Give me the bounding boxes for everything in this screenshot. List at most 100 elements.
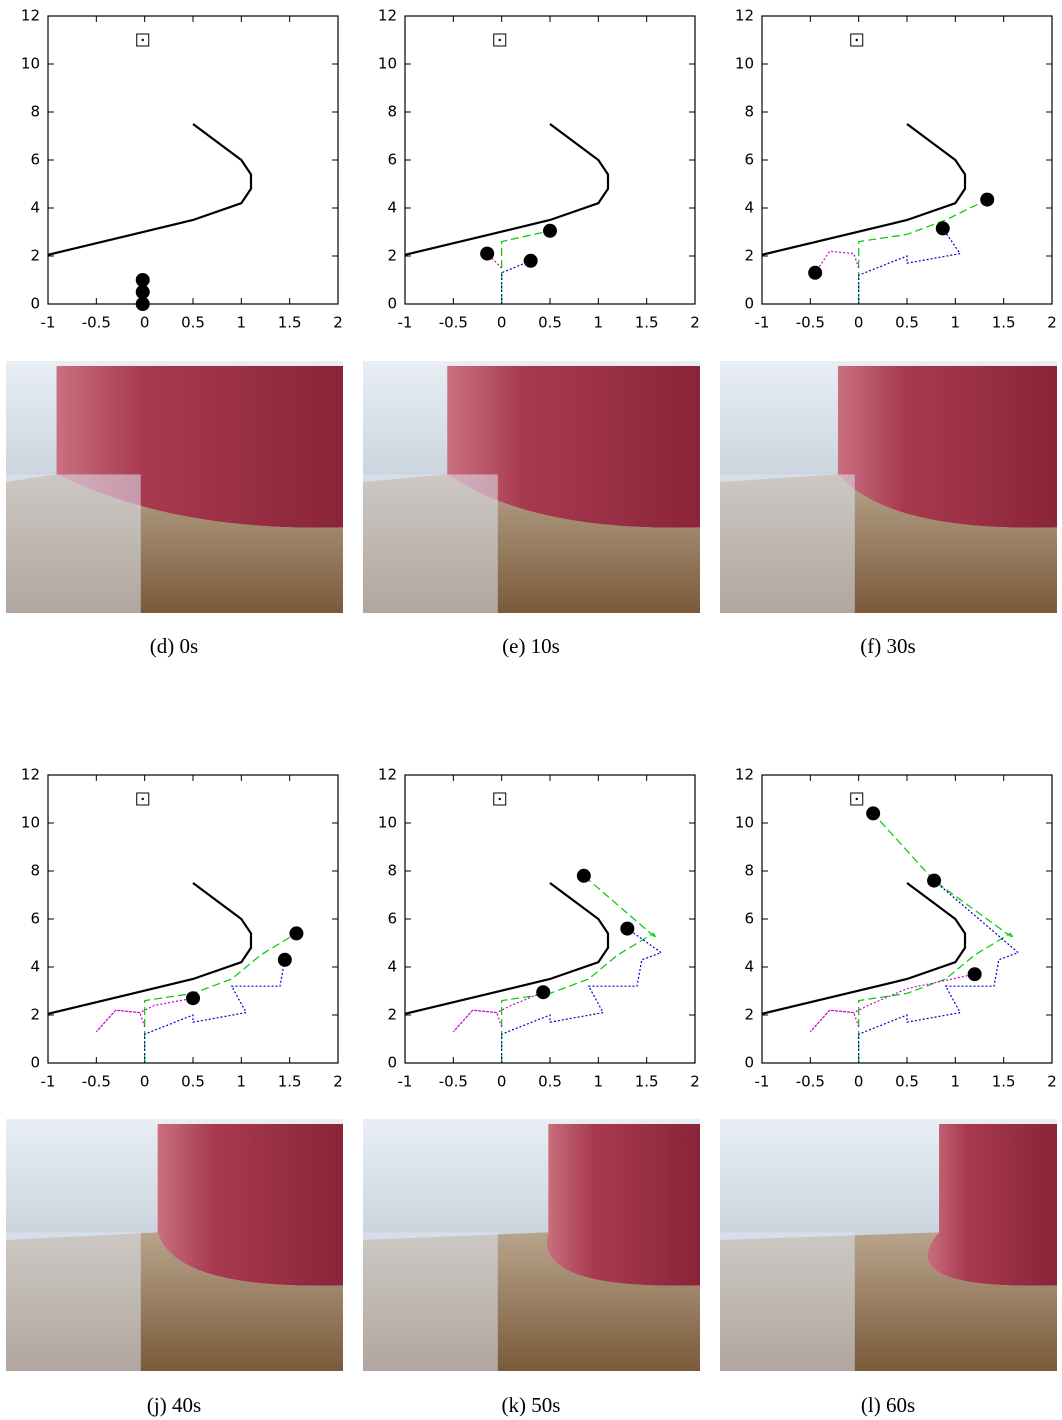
goal-marker xyxy=(136,33,150,47)
trajectory xyxy=(47,123,253,256)
trajectory xyxy=(144,959,286,1063)
x-tick-label: 0.5 xyxy=(181,314,205,332)
trajectory xyxy=(858,812,1014,1063)
x-tick-label: 1.5 xyxy=(992,314,1016,332)
y-tick-label: 0 xyxy=(744,295,754,313)
y-tick-label: 12 xyxy=(21,766,40,784)
y-tick-label: 4 xyxy=(387,958,397,976)
goal-dot xyxy=(855,797,858,801)
y-tick-label: 10 xyxy=(378,814,397,832)
y-tick-label: 8 xyxy=(387,103,397,121)
goal-dot xyxy=(855,38,858,42)
photo-wall xyxy=(837,366,1057,528)
photo-wall xyxy=(927,1124,1057,1286)
trajectory xyxy=(858,880,1020,1063)
x-tick-label: -0.5 xyxy=(796,314,825,332)
y-tick-label: 6 xyxy=(744,151,754,169)
y-tick-label: 0 xyxy=(30,1054,40,1072)
x-tick-label: 2 xyxy=(1047,314,1057,332)
goal-dot xyxy=(498,797,501,801)
y-tick-label: 6 xyxy=(387,151,397,169)
photo-glare xyxy=(720,1232,855,1371)
x-tick-label: 1 xyxy=(951,1073,961,1091)
x-tick-label: 1 xyxy=(951,314,961,332)
y-tick-label: 10 xyxy=(21,814,40,832)
y-tick-label: 8 xyxy=(744,103,754,121)
trajectory xyxy=(809,973,975,1033)
robot xyxy=(289,926,304,941)
y-tick-label: 2 xyxy=(387,1006,397,1024)
x-tick-label: 0 xyxy=(497,314,507,332)
x-tick-label: 1 xyxy=(237,314,247,332)
x-tick-label: 1.5 xyxy=(992,1073,1016,1091)
trajectory xyxy=(501,875,657,1063)
y-tick-label: 6 xyxy=(30,151,40,169)
trajectory xyxy=(47,882,253,1015)
photo xyxy=(363,361,700,613)
trajectory xyxy=(404,123,610,256)
y-tick-label: 12 xyxy=(735,766,754,784)
robot xyxy=(543,223,557,238)
x-tick-label: 2 xyxy=(333,1073,343,1091)
goal-dot xyxy=(141,797,144,801)
x-tick-label: 1 xyxy=(594,314,604,332)
caption: (e) 10s xyxy=(502,634,560,658)
y-tick-label: 4 xyxy=(744,958,754,976)
x-tick-label: -1 xyxy=(398,314,413,332)
plot-frame xyxy=(47,15,339,305)
goal-marker xyxy=(850,33,864,47)
robot xyxy=(866,806,881,821)
robot xyxy=(277,952,292,967)
y-tick-label: 2 xyxy=(744,1006,754,1024)
robot xyxy=(480,246,495,261)
x-tick-label: 0.5 xyxy=(538,1073,562,1091)
photo-wall xyxy=(157,1124,343,1286)
caption: (l) 60s xyxy=(861,1393,915,1417)
y-tick-label: 10 xyxy=(378,55,397,73)
robot xyxy=(927,873,942,888)
robot xyxy=(935,221,950,236)
x-tick-label: -1 xyxy=(398,1073,413,1091)
x-tick-label: 0.5 xyxy=(895,1073,919,1091)
photo xyxy=(720,361,1057,613)
y-tick-label: 0 xyxy=(387,295,397,313)
y-tick-label: 12 xyxy=(378,7,397,25)
x-tick-label: 0.5 xyxy=(181,1073,205,1091)
y-tick-label: 8 xyxy=(30,103,40,121)
photo xyxy=(6,1119,343,1371)
y-tick-label: 2 xyxy=(387,247,397,265)
y-tick-label: 6 xyxy=(744,910,754,928)
x-tick-label: 2 xyxy=(333,314,343,332)
robot xyxy=(523,253,538,268)
photo-glare xyxy=(720,474,855,613)
y-tick-label: 0 xyxy=(744,1054,754,1072)
x-tick-label: 2 xyxy=(690,1073,700,1091)
caption: (k) 50s xyxy=(502,1393,561,1417)
x-tick-label: 1 xyxy=(594,1073,604,1091)
x-tick-label: 2 xyxy=(690,314,700,332)
x-tick-label: 2 xyxy=(1047,1073,1057,1091)
y-tick-label: 2 xyxy=(30,1006,40,1024)
photo-wall xyxy=(546,1124,700,1286)
photo xyxy=(363,1119,700,1371)
trajectory xyxy=(501,230,551,304)
trajectory xyxy=(858,199,988,304)
robot xyxy=(135,273,150,287)
goal-marker xyxy=(493,792,507,806)
trajectory xyxy=(144,932,297,1063)
robot xyxy=(808,265,823,280)
y-tick-label: 2 xyxy=(30,247,40,265)
y-tick-label: 0 xyxy=(387,1054,397,1072)
y-tick-label: 4 xyxy=(30,199,40,217)
caption: (d) 0s xyxy=(150,634,198,658)
robot xyxy=(980,192,995,207)
goal-marker xyxy=(850,792,864,806)
x-tick-label: 0 xyxy=(854,1073,864,1091)
x-tick-label: -1 xyxy=(41,1073,56,1091)
y-tick-label: 12 xyxy=(735,7,754,25)
plot-frame xyxy=(404,15,696,305)
x-tick-label: 1.5 xyxy=(635,314,659,332)
photo-glare xyxy=(363,1232,498,1371)
x-tick-label: -1 xyxy=(755,314,770,332)
x-tick-label: -1 xyxy=(41,314,56,332)
